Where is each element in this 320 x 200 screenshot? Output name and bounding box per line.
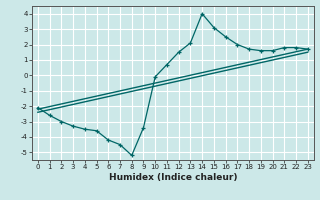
X-axis label: Humidex (Indice chaleur): Humidex (Indice chaleur) — [108, 173, 237, 182]
